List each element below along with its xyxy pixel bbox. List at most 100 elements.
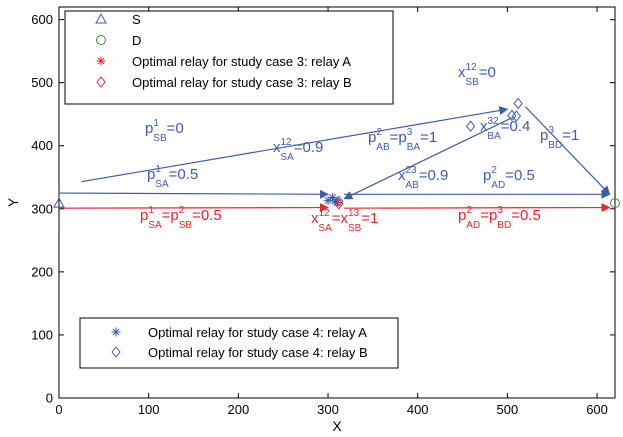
annotation-part: SB xyxy=(465,77,479,88)
annotation-label: p3 BD=1 xyxy=(540,125,579,151)
annotation-part: SB xyxy=(153,133,167,144)
blue-arrow xyxy=(343,116,514,200)
annotation-part: p xyxy=(458,207,466,224)
legend-label: Optimal relay for study case 4: relay A xyxy=(148,325,367,340)
annotation-part: =p xyxy=(390,129,407,146)
annotation-part: SA xyxy=(155,179,169,190)
legend-marker-circle xyxy=(96,35,106,45)
point-diamond xyxy=(513,97,523,110)
annotation-part: =0 xyxy=(479,64,496,81)
annotation-part: =0.5 xyxy=(169,166,199,183)
legend-marker-triangle xyxy=(95,12,107,24)
annotation-label: x12 SA=x13 SB=1 xyxy=(311,208,378,234)
annotation-part: 32 xyxy=(488,116,500,127)
annotation-part: =1 xyxy=(562,127,579,144)
y-tick-label: 400 xyxy=(31,138,53,153)
annotation-part: 2 xyxy=(491,165,497,176)
annotation-part: x xyxy=(480,118,488,135)
y-tick-label: 600 xyxy=(31,12,53,27)
legend-label: D xyxy=(132,33,141,48)
legend-marker-asterisk xyxy=(111,327,121,337)
x-tick-label: 0 xyxy=(55,402,62,417)
annotation-part: AB xyxy=(405,180,419,191)
point-diamond xyxy=(334,195,344,208)
annotation-part: =1 xyxy=(361,210,378,227)
annotation-label: p2 AD=p3 BD=0.5 xyxy=(458,205,541,231)
x-tick-label: 400 xyxy=(407,402,429,417)
annotation-part: SA xyxy=(280,152,294,163)
point-triangle xyxy=(53,197,65,208)
blue-arrow xyxy=(58,189,329,199)
x-tick-label: 100 xyxy=(138,402,160,417)
x-axis-label: X xyxy=(332,418,342,434)
annotation-part: SB xyxy=(179,220,193,231)
legend-label: Optimal relay for study case 3: relay B xyxy=(132,75,352,90)
point-asterisk xyxy=(323,196,333,206)
legend-label: Optimal relay for study case 4: relay B xyxy=(148,345,368,360)
annotation-part: =p xyxy=(162,207,179,224)
blue-arrow xyxy=(524,106,611,195)
red-arrow xyxy=(58,203,329,213)
annotation-part: 3 xyxy=(407,127,413,138)
annotation-part: 3 xyxy=(548,125,554,136)
annotation-part: =0.5 xyxy=(192,207,222,224)
annotation-part: 1 xyxy=(155,164,161,175)
annotation-part: BD xyxy=(548,140,562,151)
annotation-part: x xyxy=(458,64,466,81)
legend-label: Optimal relay for study case 3: relay A xyxy=(132,54,351,69)
point-circle xyxy=(610,198,620,209)
x-tick-label: 500 xyxy=(497,402,519,417)
annotation-part: p xyxy=(540,127,548,144)
annotation-label: p2 AB=p3 BA=1 xyxy=(368,127,437,153)
annotation-part: AB xyxy=(376,142,390,153)
annotation-part: 1 xyxy=(153,118,159,129)
legend-marker-asterisk xyxy=(96,56,106,66)
annotation-label: x12 SA=0.9 xyxy=(273,137,323,163)
annotation-part: =0.9 xyxy=(419,167,449,184)
legend-marker-diamond xyxy=(96,76,106,88)
y-tick-label: 100 xyxy=(31,327,53,342)
annotation-part: BA xyxy=(407,142,421,153)
annotation-part: 2 xyxy=(376,127,382,138)
annotation-part: AD xyxy=(466,220,480,231)
annotation-part: SA xyxy=(148,220,162,231)
annotation-part: =0.5 xyxy=(505,167,535,184)
annotation-part: x xyxy=(398,167,406,184)
annotation-part: =0.4 xyxy=(501,118,531,135)
annotation-part: p xyxy=(147,166,155,183)
annotation-part: BA xyxy=(487,131,501,142)
annotation-part: 1 xyxy=(148,205,154,216)
annotation-part: =p xyxy=(480,207,497,224)
y-tick-label: 300 xyxy=(31,201,53,216)
point-diamond xyxy=(465,120,476,132)
annotation-part: =0.9 xyxy=(294,139,324,156)
y-tick-label: 500 xyxy=(31,75,53,90)
y-axis-label: Y xyxy=(5,197,21,207)
legend-marker-diamond xyxy=(111,346,121,358)
annotation-part: 13 xyxy=(348,208,360,219)
red-arrow xyxy=(344,203,611,213)
annotation-part: p xyxy=(483,167,491,184)
annotation-label: p1 SB=0 xyxy=(145,118,184,144)
annotation-part: =0 xyxy=(167,120,184,137)
annotation-part: 12 xyxy=(466,62,478,73)
annotation-part: 23 xyxy=(406,165,418,176)
annotation-part: BD xyxy=(497,220,511,231)
annotation-part: =0.5 xyxy=(511,207,541,224)
legend-box xyxy=(64,10,394,105)
annotation-part: 2 xyxy=(179,205,185,216)
annotation-label: p1 SA=0.5 xyxy=(147,164,198,190)
y-tick-label: 0 xyxy=(46,391,53,406)
annotation-part: =x xyxy=(332,210,349,227)
annotation-label: x32 BA=0.4 xyxy=(480,116,530,142)
annotation-label: p1 SA=p2 SB=0.5 xyxy=(140,205,222,231)
annotation-part: AD xyxy=(491,180,505,191)
annotation-part: 3 xyxy=(497,205,503,216)
annotation-part: SA xyxy=(318,223,332,234)
annotation-part: x xyxy=(273,139,281,156)
x-tick-label: 600 xyxy=(586,402,608,417)
annotation-part: =1 xyxy=(420,129,437,146)
legend-box xyxy=(79,317,399,369)
annotation-part: p xyxy=(145,120,153,137)
